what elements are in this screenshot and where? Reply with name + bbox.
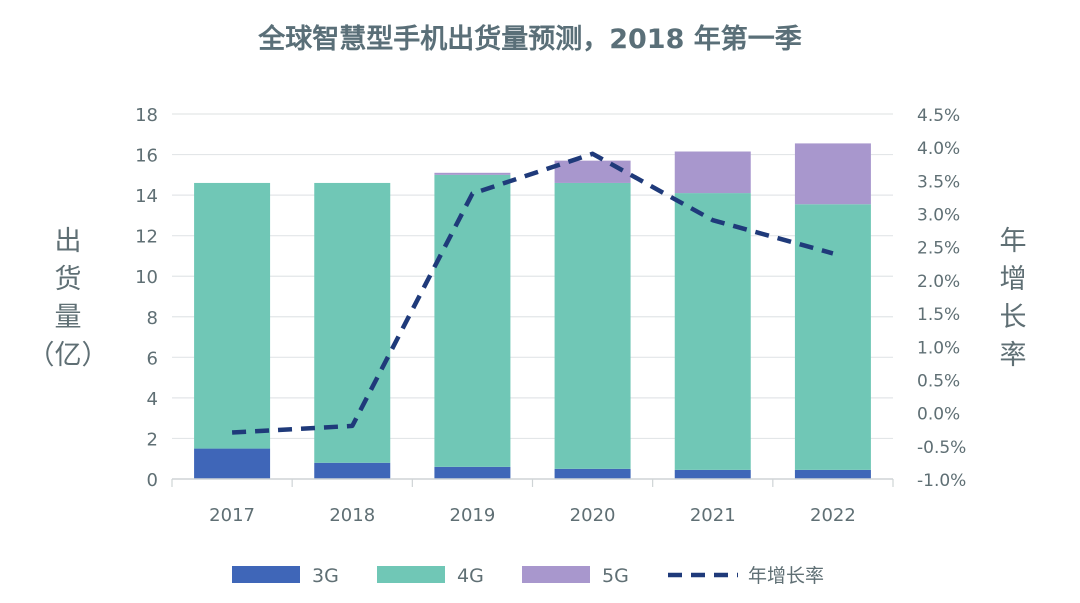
bar-5g bbox=[794, 143, 871, 205]
y-tick-label: 4 bbox=[147, 389, 158, 410]
y2-axis-label: 年增长率 bbox=[1000, 226, 1027, 371]
y-tick-label: 18 bbox=[135, 105, 158, 126]
y2-tick-label: 2.0% bbox=[917, 272, 960, 292]
bar-4g bbox=[314, 182, 391, 463]
x-tick-label: 2021 bbox=[690, 505, 736, 526]
x-tick-label: 2018 bbox=[329, 505, 375, 526]
axes: 0 2 4 6 8 10 12 14 16 18 -1.0% -0.5% 0.0% 0.5% 1.0% 1.5… bbox=[135, 105, 966, 526]
legend-label: 3G bbox=[312, 565, 339, 587]
bar-3g bbox=[794, 469, 871, 479]
legend-label: 5G bbox=[602, 565, 629, 587]
y-tick-label: 16 bbox=[135, 146, 158, 167]
legend-label: 年增长率 bbox=[748, 565, 824, 587]
y-tick-label: 12 bbox=[135, 227, 158, 248]
bar-3g bbox=[674, 469, 751, 479]
y-axis-label-char: 出 bbox=[55, 226, 82, 257]
bars bbox=[194, 143, 871, 479]
y2-axis-label-char: 长 bbox=[1000, 302, 1027, 333]
y-tick-label: 14 bbox=[135, 186, 158, 207]
y2-tick-label: 1.5% bbox=[917, 305, 960, 325]
legend-swatch-3g bbox=[232, 566, 300, 583]
x-tick-label: 2020 bbox=[570, 505, 616, 526]
y2-tick-label: 1.0% bbox=[917, 338, 960, 358]
y-tick-label: 10 bbox=[135, 267, 158, 288]
y-axis-label-char: （亿） bbox=[28, 340, 109, 371]
bar-3g bbox=[194, 448, 271, 479]
legend-swatch-5g bbox=[522, 566, 590, 583]
y2-tick-label: 2.5% bbox=[917, 239, 960, 259]
legend-label: 4G bbox=[457, 565, 484, 587]
y2-tick-label: -0.5% bbox=[917, 438, 966, 458]
y2-tick-label: 0.5% bbox=[917, 371, 960, 391]
y-axis-label: 出货量 （亿） bbox=[28, 226, 109, 371]
y2-tick-label: 4.5% bbox=[917, 106, 960, 126]
bar-3g bbox=[314, 462, 391, 479]
y2-axis-label-char: 年 bbox=[1000, 226, 1027, 257]
x-tick-label: 2022 bbox=[810, 505, 856, 526]
bar-5g bbox=[434, 172, 511, 175]
bar-4g bbox=[554, 182, 631, 469]
bar-4g bbox=[434, 174, 511, 467]
y-tick-label: 0 bbox=[147, 470, 158, 491]
y2-axis-label-char: 增 bbox=[1000, 264, 1027, 295]
y-tick-label: 2 bbox=[147, 429, 158, 450]
x-tick-label: 2019 bbox=[450, 505, 496, 526]
y2-tick-label: -1.0% bbox=[917, 471, 966, 491]
bar-4g bbox=[674, 193, 751, 470]
bar-3g bbox=[434, 466, 511, 479]
y2-tick-label: 3.0% bbox=[917, 206, 960, 226]
y-axis-label-char: 量 bbox=[55, 302, 82, 333]
y2-tick-label: 3.5% bbox=[917, 172, 960, 192]
y-tick-label: 8 bbox=[147, 308, 158, 329]
x-tick-label: 2017 bbox=[209, 505, 255, 526]
bar-5g bbox=[674, 151, 751, 194]
growth-line bbox=[231, 151, 834, 435]
y2-tick-label: 0.0% bbox=[917, 405, 960, 425]
y2-tick-label: 4.0% bbox=[917, 139, 960, 159]
gridlines bbox=[172, 113, 893, 440]
chart-title: 全球智慧型手机出货量预测，2018 年第一季 bbox=[257, 23, 802, 55]
legend-swatch-4g bbox=[377, 566, 445, 583]
bar-5g bbox=[554, 160, 631, 183]
y2-axis-label-char: 率 bbox=[1000, 340, 1027, 371]
growth-line-path bbox=[231, 151, 834, 435]
bar-3g bbox=[554, 468, 631, 479]
bar-4g bbox=[194, 182, 271, 449]
y-tick-label: 6 bbox=[147, 348, 158, 369]
y-axis-label-char: 货 bbox=[55, 264, 82, 295]
legend: 3G 4G 5G 年增长率 bbox=[232, 565, 824, 587]
